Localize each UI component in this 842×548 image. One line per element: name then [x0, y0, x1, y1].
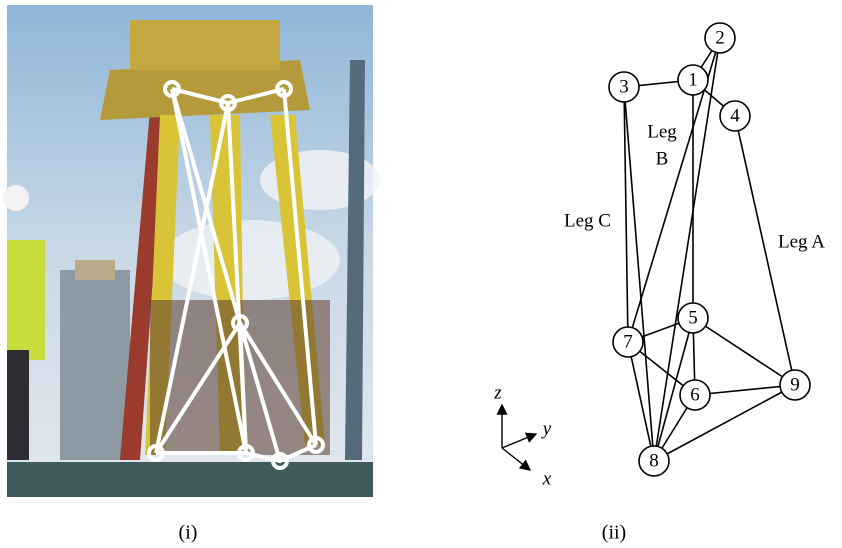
node-label: 2: [715, 27, 725, 48]
node: [704, 22, 736, 54]
node: [608, 71, 640, 103]
node-label: 4: [730, 105, 740, 126]
node: [679, 379, 711, 411]
leg-label: Leg: [647, 121, 677, 142]
caption: (i): [179, 522, 198, 544]
leg-label: Leg A: [778, 231, 825, 252]
caption: (ii): [602, 522, 626, 544]
node-label: 3: [619, 76, 629, 97]
edge: [694, 384, 796, 396]
node: [677, 64, 709, 96]
axis-label: x: [542, 468, 552, 489]
node: [612, 326, 644, 358]
leg-label: B: [656, 148, 669, 169]
leg-label: Leg C: [564, 210, 611, 231]
axes-triad: [496, 403, 538, 471]
node-label: 8: [649, 450, 659, 471]
node-label: 9: [790, 374, 800, 395]
axis-label: y: [541, 418, 552, 439]
nodes: 12 3 4 5 6 7 8 9: [608, 22, 811, 477]
photo: [3, 5, 380, 497]
node: [638, 445, 670, 477]
node-label: 6: [690, 384, 700, 405]
node-label: 5: [688, 307, 698, 328]
edge: [623, 86, 655, 462]
node: [719, 100, 751, 132]
edge: [692, 317, 796, 386]
edge: [653, 37, 721, 462]
edge: [653, 384, 796, 462]
node-label: 7: [623, 331, 633, 352]
edge: [623, 86, 629, 343]
edge: [653, 317, 694, 462]
edge: [627, 341, 655, 462]
node: [677, 302, 709, 334]
node-label: 1: [688, 69, 698, 90]
axis-label: z: [493, 382, 502, 403]
node: [779, 369, 811, 401]
edge: [734, 115, 796, 386]
